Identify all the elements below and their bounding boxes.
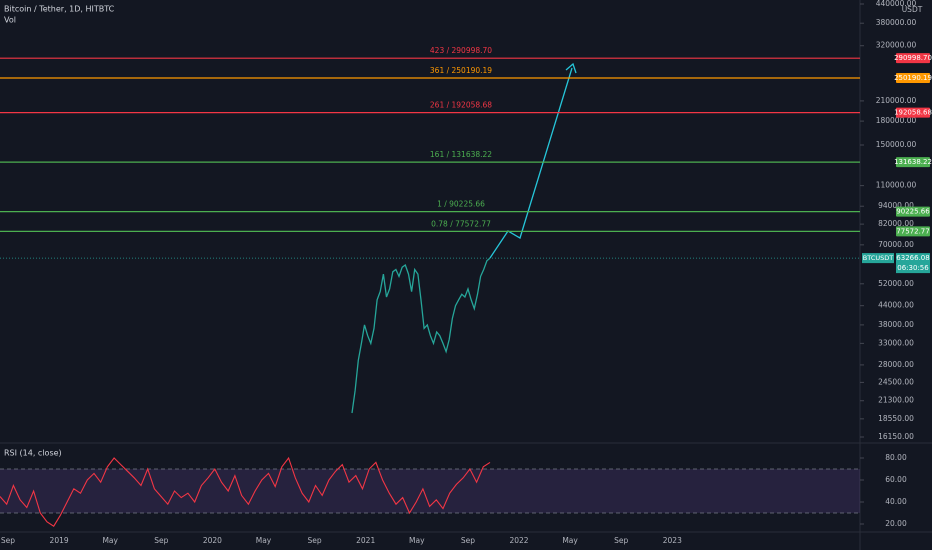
price-tick-label: 320000.00: [876, 41, 917, 50]
fib-label: 423 / 290998.70: [430, 46, 492, 55]
time-label: May: [256, 536, 272, 545]
price-line: [351, 257, 491, 414]
fib-price-badge-label: 90225.66: [896, 208, 930, 216]
rsi-tick-label: 40.00: [885, 497, 907, 506]
fib-label: 361 / 250190.19: [430, 66, 492, 75]
fib-price-badge: [896, 157, 930, 168]
fib-price-badge-label: 290998.70: [894, 54, 932, 62]
fib-label: 1 / 90225.66: [437, 200, 485, 209]
fib-price-badge: [896, 206, 930, 217]
time-label: May: [562, 536, 578, 545]
time-label: May: [102, 536, 118, 545]
price-tick-label: 180000.00: [876, 116, 917, 125]
fib-price-badge-label: 250190.19: [894, 74, 932, 82]
fib-label: 0.78 / 77572.77: [431, 219, 491, 228]
price-tick-label: 38000.00: [878, 320, 914, 329]
price-tick-label: 28000.00: [878, 360, 914, 369]
price-tick-label: 210000.00: [876, 96, 917, 105]
time-label: 2022: [509, 536, 528, 545]
price-tick-label: 70000.00: [878, 240, 914, 249]
price-tick-label: 110000.00: [876, 181, 917, 190]
fib-price-badge: [896, 53, 930, 64]
time-label: Sep: [154, 536, 168, 545]
time-label: 2023: [663, 536, 682, 545]
price-tick-label: 52000.00: [878, 279, 914, 288]
fib-price-badge: [896, 107, 930, 118]
ticker-badge: [862, 253, 894, 264]
time-label: 2021: [356, 536, 375, 545]
projection-path: [489, 67, 573, 259]
price-badge-label: 63266.08: [896, 254, 929, 262]
price-tick-label: 82000.00: [878, 219, 914, 228]
rsi-line: [0, 456, 491, 527]
countdown: 06:30:56: [897, 264, 929, 272]
fib-price-badge-label: 131638.22: [894, 158, 932, 166]
time-label: 2019: [50, 536, 69, 545]
time-label: May: [409, 536, 425, 545]
price-tick-label: 24500.00: [878, 377, 914, 386]
price-tick-label: 440000.00: [876, 0, 917, 8]
price-tick-label: 16150.00: [878, 432, 914, 441]
rsi-title: RSI (14, close): [4, 449, 62, 458]
price-tick-label: 18550.00: [878, 414, 914, 423]
price-badge: [896, 253, 930, 274]
fib-price-badge-label: 192058.68: [894, 109, 932, 117]
volume-label: Vol: [4, 16, 16, 25]
fib-price-badge: [896, 226, 930, 237]
symbol-title: Bitcoin / Tether, 1D, HITBTC: [4, 5, 115, 14]
time-label: Sep: [308, 536, 322, 545]
currency: USDT: [902, 5, 923, 14]
ticker-label: BTCUSDT: [863, 254, 893, 262]
fib-label: 161 / 131638.22: [430, 150, 492, 159]
fib-label: 261 / 192058.68: [430, 101, 492, 110]
price-tick-label: 33000.00: [878, 338, 914, 347]
rsi-tick-label: 20.00: [885, 519, 907, 528]
price-tick-label: 150000.00: [876, 140, 917, 149]
fib-price-badge-label: 77572.77: [896, 227, 929, 235]
price-tick-label: 94000.00: [878, 201, 914, 210]
price-tick-label: 44000.00: [878, 301, 914, 310]
rsi-tick-label: 60.00: [885, 475, 907, 484]
projection-arrowhead: [565, 62, 577, 74]
time-label: Sep: [461, 536, 475, 545]
time-label: Sep: [614, 536, 628, 545]
time-label: Sep: [1, 536, 15, 545]
rsi-tick-label: 80.00: [885, 453, 907, 462]
price-tick-label: 380000.00: [876, 18, 917, 27]
fib-price-badge: [896, 72, 930, 83]
price-tick-label: 21300.00: [878, 396, 914, 405]
time-label: 2020: [203, 536, 222, 545]
